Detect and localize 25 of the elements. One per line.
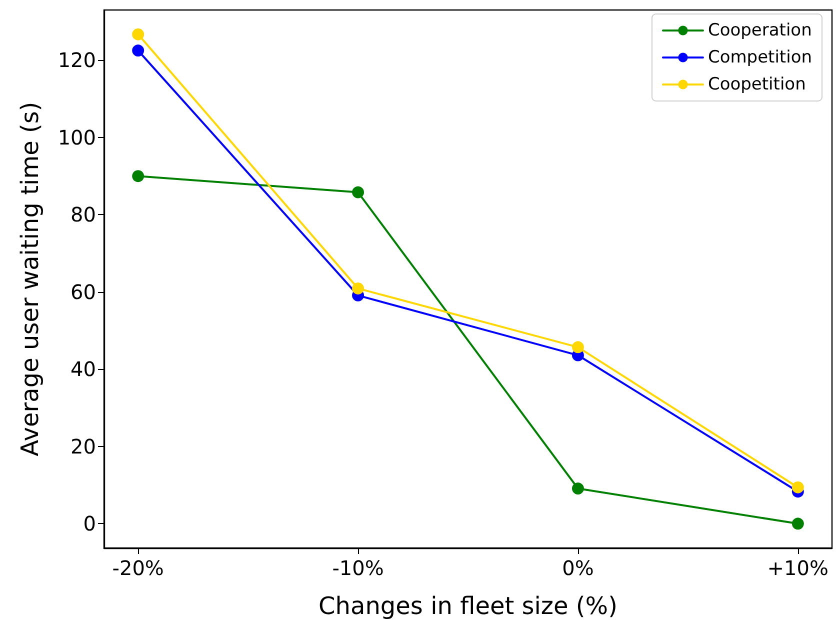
point: [132, 28, 144, 40]
y-tick-label: 20: [70, 434, 96, 458]
x-tick-label: +10%: [767, 556, 829, 580]
y-tick-label: 60: [70, 280, 96, 304]
legend-label: Competition: [708, 48, 812, 68]
point: [572, 341, 584, 354]
point: [792, 518, 804, 530]
legend-label: Coopetition: [708, 74, 806, 94]
point: [132, 170, 144, 182]
x-tick-label: 0%: [562, 556, 594, 580]
point: [352, 186, 364, 198]
y-tick-label: 120: [58, 48, 96, 72]
point: [352, 282, 364, 294]
point: [792, 481, 804, 494]
y-tick-label: 0: [83, 512, 96, 536]
x-tick-label: -20%: [112, 556, 164, 580]
y-tick-label: 40: [70, 357, 96, 382]
x-tick-label: -10%: [332, 556, 384, 580]
point: [132, 44, 144, 57]
x-axis-title: Changes in fleet size (%): [318, 592, 618, 620]
y-tick-label: 80: [70, 202, 96, 227]
y-axis-title: Average user waiting time (s): [16, 102, 44, 456]
point: [572, 482, 584, 495]
legend-label: Cooperation: [708, 20, 812, 40]
y-tick-label: 100: [58, 125, 96, 150]
